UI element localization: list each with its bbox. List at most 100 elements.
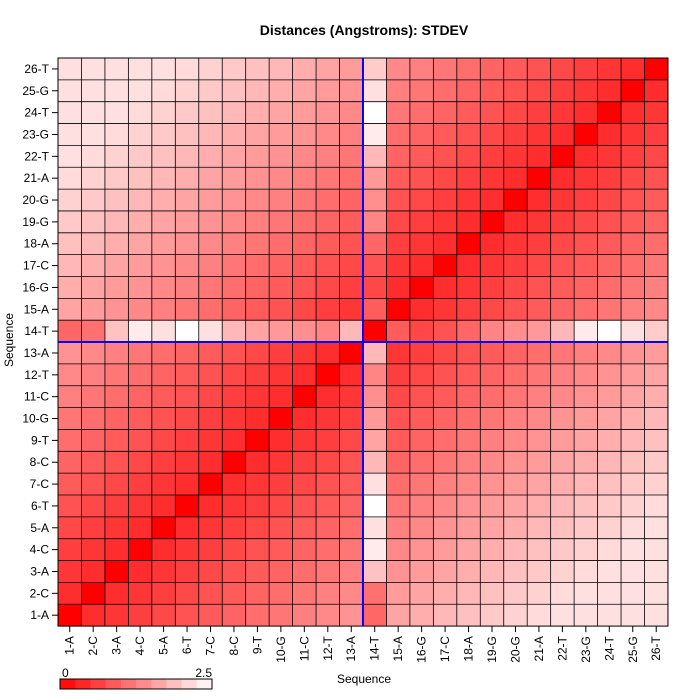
heatmap-cell — [292, 407, 317, 430]
heatmap-cell — [151, 516, 176, 540]
heatmap-cell — [480, 167, 505, 190]
heatmap-cell — [527, 145, 552, 168]
heatmap-cell — [433, 516, 458, 540]
heatmap-cell — [339, 210, 364, 234]
heatmap-cell — [339, 167, 364, 190]
heatmap-cell — [503, 123, 528, 146]
heatmap-cell — [386, 320, 411, 343]
heatmap-cell — [316, 342, 340, 365]
heatmap-cell — [222, 123, 247, 146]
color-scale-swatch — [196, 679, 213, 689]
heatmap-cell — [128, 516, 153, 540]
heatmap-cell — [480, 385, 505, 408]
heatmap-cell — [527, 189, 552, 212]
heatmap-cell — [409, 516, 434, 540]
heatmap-cell — [456, 342, 481, 365]
heatmap-cell — [456, 473, 481, 496]
heatmap-cell — [409, 320, 434, 343]
heatmap-cell — [151, 451, 176, 474]
heatmap-cell — [433, 604, 458, 627]
heatmap-cell — [339, 495, 364, 518]
heatmap-cell — [151, 254, 176, 277]
heatmap-cell — [81, 495, 106, 518]
heatmap-cell — [151, 79, 176, 103]
heatmap-cell — [292, 363, 317, 387]
heatmap-cell — [175, 582, 200, 605]
heatmap-cell — [527, 79, 552, 103]
heatmap-cell — [198, 276, 223, 299]
heatmap-cell — [550, 604, 575, 627]
heatmap-cell — [104, 320, 129, 343]
heatmap-cell — [222, 429, 247, 452]
heatmap-cell — [550, 342, 575, 365]
heatmap-cell — [503, 363, 528, 387]
heatmap-cell — [597, 210, 622, 234]
heatmap-cell — [292, 538, 317, 561]
heatmap-cell — [269, 254, 293, 277]
heatmap-cell — [81, 582, 106, 605]
heatmap-cell — [456, 298, 481, 321]
heatmap-cell — [104, 232, 129, 256]
heatmap-cell — [151, 298, 176, 321]
heatmap-cell — [433, 429, 458, 452]
heatmap-cell — [480, 101, 505, 124]
heatmap-cell — [269, 451, 293, 474]
heatmap-cell — [527, 604, 552, 627]
heatmap-cell — [269, 58, 293, 81]
x-axis-label: Sequence — [337, 672, 391, 686]
heatmap-cell — [245, 473, 270, 496]
heatmap-cell — [151, 342, 176, 365]
heatmap-cell — [597, 123, 622, 146]
heatmap-cell — [128, 254, 153, 277]
heatmap-cell — [104, 101, 129, 124]
heatmap-cell — [128, 538, 153, 561]
color-scale-swatch — [181, 679, 198, 689]
heatmap-cell — [527, 407, 552, 430]
heatmap-cell — [151, 145, 176, 168]
heatmap-cell — [175, 363, 200, 387]
heatmap-cell — [104, 407, 129, 430]
heatmap-cell — [433, 254, 458, 277]
heatmap-cell — [339, 320, 364, 343]
heatmap-cell — [128, 429, 153, 452]
heatmap-cell — [621, 385, 645, 408]
heatmap-cell — [198, 451, 223, 474]
heatmap-cell — [433, 342, 458, 365]
heatmap-cell — [58, 167, 82, 190]
heatmap-cell — [175, 516, 200, 540]
heatmap-cell — [175, 123, 200, 146]
heatmap-cell — [128, 604, 153, 627]
heatmap-cell — [339, 363, 364, 387]
heatmap-cell — [574, 123, 598, 146]
heatmap-cell — [198, 210, 223, 234]
heatmap-cell — [409, 276, 434, 299]
x-tick-label: 6-T — [180, 635, 194, 654]
heatmap-cell — [316, 276, 340, 299]
heatmap-cell — [621, 145, 645, 168]
heatmap-cell — [503, 145, 528, 168]
heatmap-cell — [175, 167, 200, 190]
heatmap-cell — [503, 254, 528, 277]
heatmap-cell — [621, 232, 645, 256]
heatmap-cell — [409, 232, 434, 256]
heatmap-cell — [222, 385, 247, 408]
heatmap-cell — [316, 538, 340, 561]
heatmap-cell — [456, 232, 481, 256]
heatmap-cell — [550, 276, 575, 299]
x-tick-label: 22-T — [555, 635, 569, 660]
heatmap-cell — [339, 451, 364, 474]
heatmap-cell — [269, 363, 293, 387]
heatmap-cell — [222, 473, 247, 496]
heatmap-cell — [58, 538, 82, 561]
heatmap-cell — [621, 516, 645, 540]
heatmap-cell — [480, 210, 505, 234]
heatmap-cell — [58, 276, 82, 299]
heatmap-cell — [198, 538, 223, 561]
heatmap-cell — [386, 604, 411, 627]
heatmap-cell — [151, 210, 176, 234]
heatmap-cell — [386, 429, 411, 452]
heatmap-cell — [316, 145, 340, 168]
heatmap-cell — [503, 451, 528, 474]
heatmap-cell — [456, 429, 481, 452]
